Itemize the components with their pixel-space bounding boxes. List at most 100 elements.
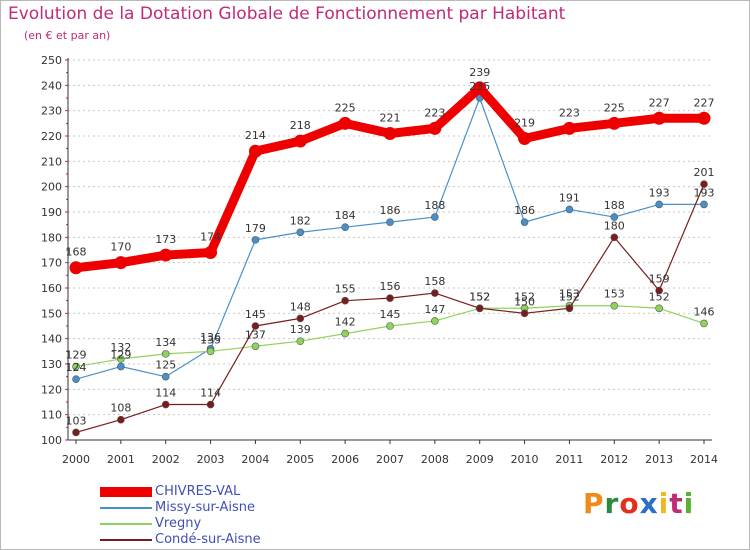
data-label: 150: [514, 295, 535, 308]
y-tick-label: 100: [41, 434, 62, 447]
data-label: 152: [469, 290, 490, 303]
y-tick-label: 170: [41, 257, 62, 270]
chart-subtitle: (en € et par an): [24, 29, 111, 42]
data-label: 152: [649, 290, 670, 303]
data-point: [655, 286, 663, 295]
series-cond-sur-aisne: [72, 180, 708, 437]
x-tick-label: 2012: [600, 453, 628, 466]
data-label: 129: [110, 349, 131, 362]
data-point: [159, 248, 173, 262]
data-label: 142: [335, 316, 356, 329]
data-label: 145: [380, 308, 401, 321]
data-point: [72, 428, 80, 437]
data-label: 153: [559, 288, 580, 301]
y-tick-label: 220: [41, 130, 62, 143]
data-label: 135: [200, 333, 221, 346]
data-label: 180: [604, 219, 625, 232]
data-point: [251, 322, 260, 330]
y-tick-label: 190: [41, 206, 62, 219]
data-label: 129: [66, 349, 87, 362]
data-point: [383, 126, 397, 140]
logo-letter: o: [619, 487, 640, 520]
data-point: [114, 256, 128, 270]
data-point: [610, 213, 619, 221]
data-point: [700, 200, 708, 209]
y-tick-label: 180: [41, 231, 62, 244]
data-point: [431, 289, 439, 297]
x-tick-label: 2002: [152, 453, 180, 466]
data-label: 152: [559, 290, 580, 303]
x-tick-label: 2004: [241, 453, 269, 466]
logo-letter: r: [604, 487, 620, 520]
data-label: 223: [559, 106, 580, 119]
x-tick-label: 2009: [466, 453, 494, 466]
data-point: [204, 246, 218, 260]
data-label: 139: [290, 323, 311, 336]
data-point: [293, 134, 307, 148]
data-point: [520, 218, 529, 226]
y-tick-label: 200: [41, 181, 62, 194]
x-tick-label: 2000: [62, 453, 90, 466]
data-label: 147: [424, 303, 445, 316]
data-point: [697, 111, 711, 125]
data-point: [475, 304, 484, 313]
data-point: [518, 132, 532, 146]
data-point: [69, 261, 83, 275]
data-point: [296, 314, 305, 323]
x-tick-label: 2007: [376, 453, 404, 466]
y-tick-label: 250: [41, 54, 62, 67]
data-point: [655, 200, 663, 209]
data-point: [431, 213, 439, 221]
data-label: 227: [649, 96, 670, 109]
data-label: 103: [66, 414, 87, 427]
data-label: 156: [380, 280, 401, 293]
data-point: [72, 362, 80, 371]
data-point: [72, 375, 80, 384]
data-label: 158: [424, 275, 445, 288]
data-label: 114: [200, 387, 221, 400]
data-point: [117, 362, 125, 371]
data-label: 134: [155, 336, 176, 349]
x-tick-label: 2003: [197, 453, 225, 466]
x-tick-label: 2014: [690, 453, 718, 466]
data-point: [161, 400, 170, 409]
data-label: 182: [290, 214, 311, 227]
line-chart: 100 110 120 130 140 150 160 170 180 190 200 210 220 2…: [41, 54, 718, 466]
data-label: 221: [380, 111, 401, 124]
chart-title: Evolution de la Dotation Globale de Fonc…: [8, 4, 566, 24]
data-label: 153: [604, 288, 625, 301]
data-point: [341, 296, 349, 305]
y-tick-label: 140: [41, 333, 62, 346]
proxiti-logo: Proxiti: [583, 487, 694, 520]
data-label: 132: [110, 341, 131, 354]
logo-letter: P: [583, 487, 605, 520]
data-label: 193: [694, 186, 715, 199]
data-point: [565, 304, 574, 313]
legend-label: Condé-sur-Aisne: [155, 532, 261, 547]
series-chivres-val: [69, 81, 711, 275]
y-tick-label: 160: [41, 282, 62, 295]
data-label: 145: [245, 308, 266, 321]
data-point: [428, 121, 442, 135]
data-label: 188: [604, 199, 625, 212]
y-tick-label: 230: [41, 105, 62, 118]
data-label: 146: [694, 305, 715, 318]
data-point: [386, 218, 394, 226]
x-tick-label: 2011: [555, 453, 583, 466]
data-label: 148: [290, 300, 311, 313]
data-label: 218: [290, 119, 311, 132]
data-point: [431, 317, 439, 325]
data-label: 173: [155, 233, 176, 246]
data-label: 193: [649, 186, 670, 199]
y-tick-label: 110: [41, 409, 62, 422]
data-point: [338, 116, 352, 130]
data-label: 179: [245, 222, 266, 235]
legend-label: CHIVRES-VAL: [155, 484, 241, 499]
legend-label: Missy-sur-Aisne: [155, 500, 255, 515]
data-point: [296, 337, 305, 346]
data-label: 201: [694, 166, 715, 179]
data-point: [206, 400, 215, 409]
data-label: 184: [335, 209, 356, 222]
x-tick-label: 2005: [286, 453, 314, 466]
logo-letter: t: [669, 487, 684, 520]
